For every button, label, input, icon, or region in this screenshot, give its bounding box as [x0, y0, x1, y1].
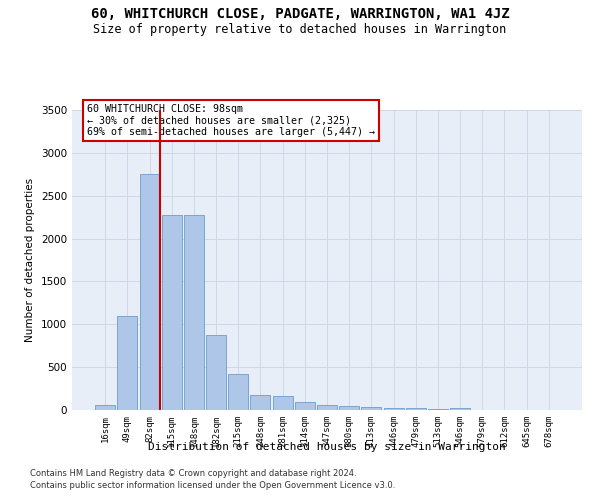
Bar [140, 174, 160, 410]
Bar [317, 405, 337, 410]
Bar [428, 409, 448, 410]
Y-axis label: Number of detached properties: Number of detached properties [25, 178, 35, 342]
Text: Contains HM Land Registry data © Crown copyright and database right 2024.: Contains HM Land Registry data © Crown c… [30, 468, 356, 477]
Bar [184, 216, 204, 410]
Bar [383, 408, 404, 410]
Bar [228, 374, 248, 410]
Bar [250, 396, 271, 410]
Text: Size of property relative to detached houses in Warrington: Size of property relative to detached ho… [94, 22, 506, 36]
Bar [162, 216, 182, 410]
Text: Contains public sector information licensed under the Open Government Licence v3: Contains public sector information licen… [30, 481, 395, 490]
Text: 60 WHITCHURCH CLOSE: 98sqm
← 30% of detached houses are smaller (2,325)
69% of s: 60 WHITCHURCH CLOSE: 98sqm ← 30% of deta… [88, 104, 376, 137]
Bar [118, 316, 137, 410]
Bar [295, 402, 315, 410]
Bar [406, 408, 426, 410]
Bar [95, 406, 115, 410]
Text: Distribution of detached houses by size in Warrington: Distribution of detached houses by size … [148, 442, 506, 452]
Bar [361, 406, 382, 410]
Bar [272, 396, 293, 410]
Bar [339, 406, 359, 410]
Bar [450, 408, 470, 410]
Bar [206, 336, 226, 410]
Text: 60, WHITCHURCH CLOSE, PADGATE, WARRINGTON, WA1 4JZ: 60, WHITCHURCH CLOSE, PADGATE, WARRINGTO… [91, 8, 509, 22]
